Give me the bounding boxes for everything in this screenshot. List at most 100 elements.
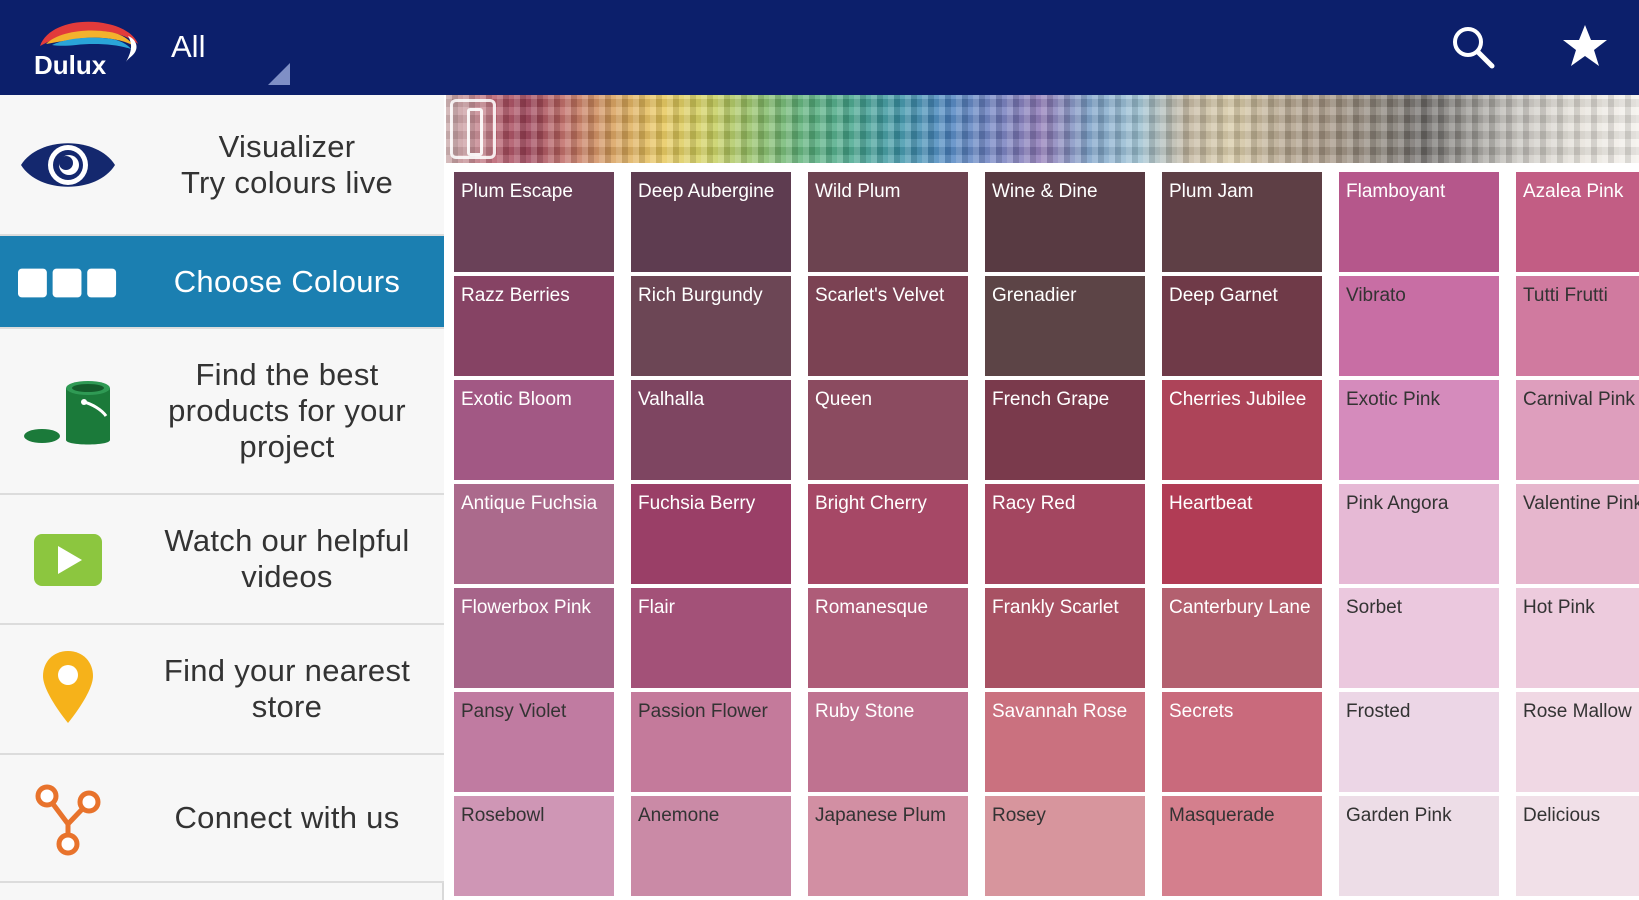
colour-swatch-name: Deep Garnet	[1169, 285, 1278, 306]
colour-swatch[interactable]: Wine & Dine	[985, 172, 1145, 272]
share-icon	[18, 781, 118, 857]
spectrum-slider-handle[interactable]	[450, 99, 496, 159]
colour-swatch[interactable]: Razz Berries	[454, 276, 614, 376]
colour-swatch[interactable]: Queen	[808, 380, 968, 480]
search-icon[interactable]	[1448, 22, 1498, 72]
colour-swatch[interactable]: Rich Burgundy	[631, 276, 791, 376]
sidebar-item-videos[interactable]: Watch our helpful videos	[0, 495, 444, 625]
colour-swatch[interactable]: Tutti Frutti	[1516, 276, 1639, 376]
colour-swatch[interactable]: Wild Plum	[808, 172, 968, 272]
colour-swatch[interactable]: Frankly Scarlet	[985, 588, 1145, 688]
visualizer-title: Visualizer	[218, 128, 356, 164]
colour-swatch-name: Razz Berries	[461, 285, 570, 306]
favorites-star-icon[interactable]	[1560, 22, 1610, 72]
colour-spectrum-slider[interactable]	[446, 95, 1639, 163]
colour-swatch-name: Antique Fuchsia	[461, 493, 598, 514]
colour-swatch[interactable]: Grenadier	[985, 276, 1145, 376]
colour-swatch-name: Rich Burgundy	[638, 285, 763, 306]
colour-swatch[interactable]: Deep Garnet	[1162, 276, 1322, 376]
colour-swatch[interactable]: Japanese Plum	[808, 796, 968, 896]
colour-swatch[interactable]: Exotic Bloom	[454, 380, 614, 480]
dropdown-caret-icon[interactable]	[268, 63, 290, 85]
colour-swatch[interactable]: Bright Cherry	[808, 484, 968, 584]
colour-swatch[interactable]: Plum Jam	[1162, 172, 1322, 272]
colour-swatch-name: Valhalla	[638, 389, 705, 410]
colour-swatch[interactable]: Romanesque	[808, 588, 968, 688]
colour-swatch[interactable]: Azalea Pink	[1516, 172, 1639, 272]
sidebar-item-store-locator[interactable]: Find your nearest store	[0, 625, 444, 755]
colour-swatch[interactable]: Vibrato	[1339, 276, 1499, 376]
colour-swatch-name: Heartbeat	[1169, 493, 1253, 514]
colour-swatch-name: Rosey	[992, 805, 1046, 826]
colour-swatch-name: Masquerade	[1169, 805, 1275, 826]
swatches-icon	[18, 266, 118, 300]
colour-swatch-name: Frosted	[1346, 701, 1411, 722]
colour-swatch[interactable]: Flair	[631, 588, 791, 688]
sidebar-item-label: Find the best products for your project	[168, 357, 406, 464]
colour-swatch[interactable]: Flamboyant	[1339, 172, 1499, 272]
colour-swatch[interactable]: Deep Aubergine	[631, 172, 791, 272]
colour-swatch[interactable]: Exotic Pink	[1339, 380, 1499, 480]
colour-swatch-name: Flowerbox Pink	[461, 597, 591, 618]
colour-swatch-name: Scarlet's Velvet	[815, 285, 945, 306]
sidebar-item-connect[interactable]: Connect with us	[0, 755, 444, 883]
sidebar-item-choose-colours[interactable]: Choose Colours	[0, 236, 444, 329]
dulux-logo[interactable]: Dulux	[30, 18, 145, 80]
colour-swatch[interactable]: Masquerade	[1162, 796, 1322, 896]
colour-swatch-name: Azalea Pink	[1523, 181, 1624, 202]
colour-swatch-name: Wild Plum	[815, 181, 901, 202]
colour-swatch-name: Pink Angora	[1346, 493, 1449, 514]
colour-swatch-name: Queen	[815, 389, 873, 410]
colour-swatch[interactable]: Passion Flower	[631, 692, 791, 792]
colour-swatch[interactable]: Scarlet's Velvet	[808, 276, 968, 376]
colour-swatch[interactable]: Frosted	[1339, 692, 1499, 792]
colour-swatch[interactable]: Plum Escape	[454, 172, 614, 272]
colour-swatch[interactable]: Ruby Stone	[808, 692, 968, 792]
colour-swatch[interactable]: Garden Pink	[1339, 796, 1499, 896]
colour-swatch[interactable]: Hot Pink	[1516, 588, 1639, 688]
logo-text: Dulux	[34, 50, 107, 80]
visualizer-subtitle: Try colours live	[180, 164, 394, 200]
colour-swatch[interactable]: Rosebowl	[454, 796, 614, 896]
colour-swatch[interactable]: Sorbet	[1339, 588, 1499, 688]
colour-swatch[interactable]: Valentine Pink	[1516, 484, 1639, 584]
colour-swatch[interactable]: Pansy Violet	[454, 692, 614, 792]
colour-swatch[interactable]: Savannah Rose	[985, 692, 1145, 792]
colour-swatch[interactable]: Secrets	[1162, 692, 1322, 792]
colour-swatch-name: Plum Escape	[461, 181, 573, 202]
colour-swatch-name: Flamboyant	[1346, 181, 1446, 202]
colour-swatch[interactable]: Valhalla	[631, 380, 791, 480]
colour-swatch-name: Secrets	[1169, 701, 1234, 722]
colour-swatch[interactable]: Antique Fuchsia	[454, 484, 614, 584]
colour-swatch[interactable]: Heartbeat	[1162, 484, 1322, 584]
colour-swatch[interactable]: Canterbury Lane	[1162, 588, 1322, 688]
app-header: Dulux All	[0, 0, 1639, 95]
colour-swatch[interactable]: French Grape	[985, 380, 1145, 480]
colour-swatch-name: French Grape	[992, 389, 1110, 410]
sidebar-item-label: Watch our helpful videos	[164, 523, 410, 594]
colour-swatch-name: Japanese Plum	[815, 805, 946, 826]
colour-swatch[interactable]: Anemone	[631, 796, 791, 896]
filter-dropdown-label[interactable]: All	[171, 29, 206, 64]
colour-swatch-name: Cherries Jubilee	[1169, 389, 1307, 410]
colour-swatch-name: Rosebowl	[461, 805, 545, 826]
colour-swatch[interactable]: Carnival Pink	[1516, 380, 1639, 480]
colour-swatch-name: Romanesque	[815, 597, 929, 618]
colour-swatch[interactable]: Racy Red	[985, 484, 1145, 584]
colour-swatch-name: Savannah Rose	[992, 701, 1128, 722]
colour-swatch-name: Ruby Stone	[815, 701, 915, 722]
colour-swatch[interactable]: Flowerbox Pink	[454, 588, 614, 688]
colour-swatch[interactable]: Rose Mallow	[1516, 692, 1639, 792]
colour-swatch[interactable]: Cherries Jubilee	[1162, 380, 1322, 480]
colour-swatch-name: Fuchsia Berry	[638, 493, 756, 514]
colour-swatch-name: Grenadier	[992, 285, 1077, 306]
colour-swatch-name: Racy Red	[992, 493, 1076, 514]
colour-swatch-name: Rose Mallow	[1523, 701, 1632, 722]
sidebar-item-visualizer[interactable]: Visualizer Try colours live	[0, 95, 444, 236]
colour-swatch[interactable]: Rosey	[985, 796, 1145, 896]
play-icon	[18, 533, 118, 587]
colour-swatch[interactable]: Delicious	[1516, 796, 1639, 896]
sidebar-item-products[interactable]: Find the best products for your project	[0, 329, 444, 495]
colour-swatch[interactable]: Fuchsia Berry	[631, 484, 791, 584]
colour-swatch[interactable]: Pink Angora	[1339, 484, 1499, 584]
